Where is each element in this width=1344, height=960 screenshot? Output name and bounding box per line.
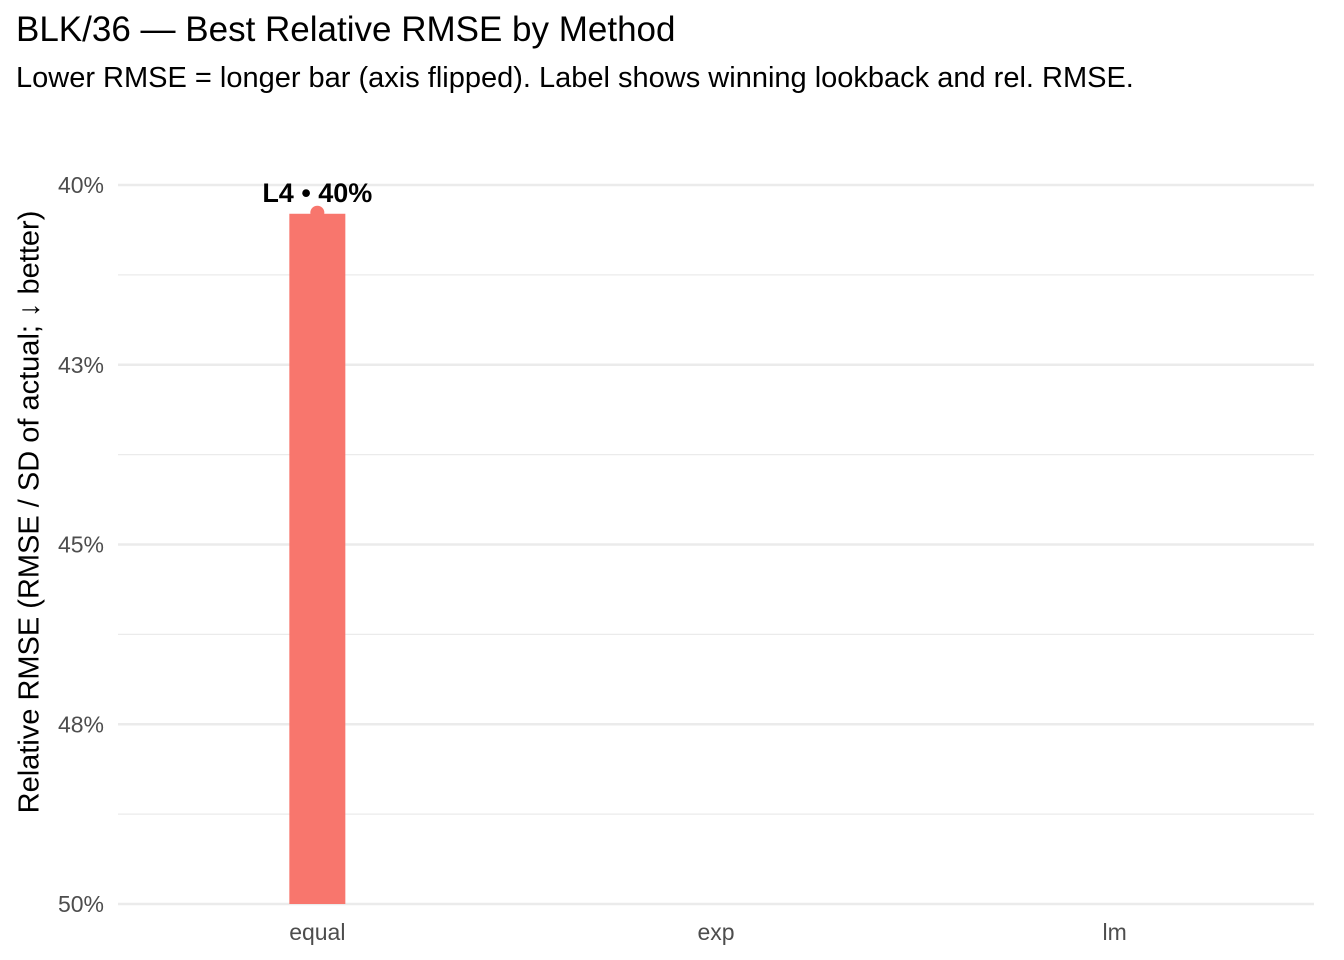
y-tick-label: 45% bbox=[58, 532, 104, 558]
bar bbox=[289, 213, 346, 904]
chart-subtitle: Lower RMSE = longer bar (axis flipped). … bbox=[16, 62, 1134, 94]
chart-title: BLK/36 — Best Relative RMSE by Method bbox=[16, 10, 676, 49]
y-tick-label: 50% bbox=[58, 891, 104, 917]
x-tick-label: equal bbox=[289, 919, 345, 945]
y-tick-label: 40% bbox=[58, 172, 104, 198]
y-tick-label: 48% bbox=[58, 711, 104, 737]
x-tick-label: exp bbox=[697, 919, 734, 945]
bar-point bbox=[310, 205, 325, 220]
x-tick-label: lm bbox=[1103, 919, 1127, 945]
data-label: L4 • 40% bbox=[262, 178, 372, 208]
y-tick-label: 43% bbox=[58, 352, 104, 378]
